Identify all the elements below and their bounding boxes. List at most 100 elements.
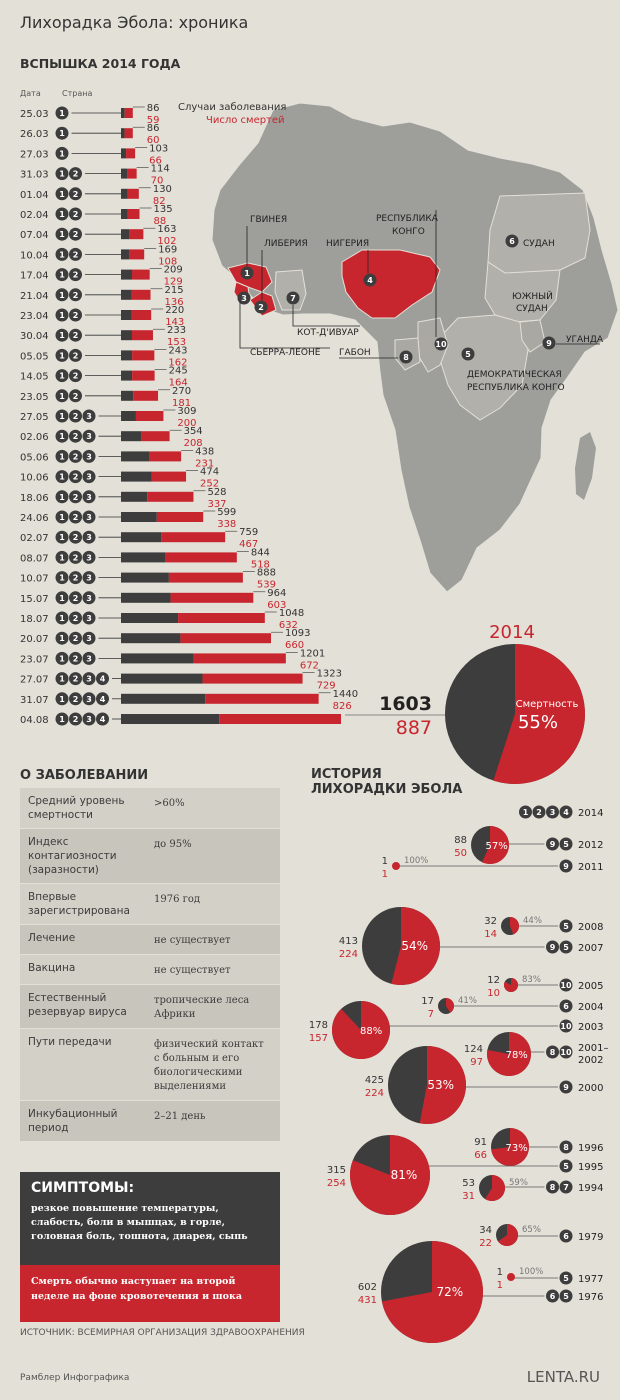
bar-survivors [121, 572, 169, 583]
row-date: 20.07 [20, 634, 49, 645]
country-badge-number: 1 [59, 614, 65, 623]
bar-deaths [205, 693, 319, 704]
map-label: КОНГО [392, 227, 425, 237]
country-badge-number: 4 [563, 808, 569, 817]
history-cases: 53 [462, 1178, 475, 1189]
map-label: СЬЕРРА-ЛЕОНЕ [250, 348, 321, 358]
bar-survivors [121, 471, 152, 482]
history-pie [392, 862, 400, 870]
country-badge [254, 300, 268, 314]
bar-deaths-label: 82 [153, 196, 166, 207]
bar-deaths-label: 164 [169, 378, 188, 389]
bar-deaths-label: 252 [200, 479, 219, 490]
bar-deaths-label: 88 [154, 216, 167, 227]
symptoms-text: резкое повышение температуры, слабость, … [31, 1203, 248, 1242]
about-heading: О ЗАБОЛЕВАНИИ [20, 768, 148, 783]
bar-deaths-label: 59 [147, 115, 160, 126]
country-badge [69, 268, 82, 282]
country-badge-number: 8 [550, 1183, 556, 1192]
country-badge [559, 978, 573, 992]
bar-deaths [132, 370, 155, 381]
source-note: ИСТОЧНИК: ВСЕМИРНАЯ ОРГАНИЗАЦИЯ ЗДРАВООХ… [20, 1328, 305, 1338]
bar-deaths [156, 512, 204, 522]
country-badge [69, 429, 82, 443]
bar-cases-label: 163 [157, 224, 176, 235]
bar-cases-label: 599 [217, 507, 236, 518]
map-label: ЛИБЕРИЯ [264, 239, 308, 249]
history-cases: 413 [339, 936, 358, 947]
country-badge [559, 1159, 573, 1173]
history-year: 2000 [578, 1083, 603, 1094]
country-badge [69, 672, 82, 686]
history-deaths: 66 [474, 1150, 487, 1161]
history-year: 2012 [578, 840, 603, 851]
pie-deaths [350, 1135, 431, 1215]
country-badge-number: 2 [73, 210, 79, 219]
country-badge-number: 5 [563, 1274, 569, 1283]
bar-cases-label: 215 [165, 285, 184, 296]
bar-survivors [121, 188, 128, 199]
map-label: ГВИНЕЯ [250, 215, 287, 225]
history-year: 2002 [578, 1055, 603, 1066]
pie-deaths [381, 1241, 484, 1344]
about-key: Вакцина [28, 962, 76, 974]
outbreak-heading: ВСПЫШКА 2014 ГОДА [20, 56, 181, 71]
country-badge [82, 449, 96, 463]
country-badge [69, 692, 82, 706]
bar-deaths-label: 143 [165, 317, 184, 328]
bar-survivors [121, 592, 171, 603]
pie-deaths [493, 644, 585, 784]
country-badge-number: 5 [563, 1292, 569, 1301]
bar-deaths-label: 826 [333, 701, 352, 712]
about-value: не существует [154, 935, 231, 946]
row-date: 23.05 [20, 392, 49, 403]
pie-deaths [391, 906, 441, 985]
country-badge-number: 9 [546, 339, 552, 348]
history-percent: 54% [401, 939, 428, 953]
about-row: Впервые зарегистрирована 1976 год [20, 884, 280, 925]
bar-deaths-label: 136 [165, 297, 184, 308]
country-badge-number: 6 [563, 1232, 569, 1241]
bar-deaths-label: 539 [257, 580, 276, 591]
bar-deaths-label: 200 [177, 418, 196, 429]
country-badge [55, 470, 69, 484]
pie-deaths [507, 1273, 515, 1281]
history-deaths: 22 [479, 1238, 492, 1249]
about-key: Лечение [28, 932, 76, 944]
country-badge-number: 1 [59, 715, 65, 724]
country-badge [532, 805, 546, 819]
country-badge [55, 227, 69, 241]
country-badge-number: 3 [86, 594, 92, 603]
country-badge [546, 805, 559, 819]
about-key: Инкубационный период [28, 1108, 118, 1134]
bar-cases-label: 309 [177, 406, 196, 417]
row-date: 21.04 [20, 291, 49, 302]
country-badge-number: 1 [59, 452, 65, 461]
death-note: Смерть обычно наступает на второй неделе… [20, 1265, 280, 1322]
country-badge [546, 1045, 559, 1059]
history-deaths: 7 [428, 1009, 434, 1020]
country-badge-number: 1 [59, 392, 65, 401]
bar-cases-label: 220 [165, 305, 184, 316]
bar-deaths-label: 518 [251, 559, 270, 570]
history-pie [381, 1241, 484, 1344]
country-badge-number: 2 [73, 675, 79, 684]
country-badge [237, 291, 251, 305]
country-badge [82, 550, 96, 564]
country-badge-number: 10 [560, 1022, 572, 1031]
bar-cases-label: 243 [168, 345, 187, 356]
history-percent: 53% [427, 1078, 454, 1092]
country-badge [69, 611, 82, 625]
bar-cases-label: 135 [154, 204, 173, 215]
map-label: КОТ-Д'ИВУАР [297, 328, 359, 338]
row-date: 01.04 [20, 190, 49, 201]
country-badge [69, 530, 82, 544]
country-badge-number: 3 [86, 473, 92, 482]
country-badge-number: 2 [536, 808, 542, 817]
history-cases: 425 [365, 1075, 384, 1086]
country-badge-number: 2 [73, 715, 79, 724]
history-pie [501, 917, 519, 935]
history-cases: 88 [454, 835, 467, 846]
country-badge [69, 571, 82, 585]
bar-survivors [121, 370, 133, 381]
